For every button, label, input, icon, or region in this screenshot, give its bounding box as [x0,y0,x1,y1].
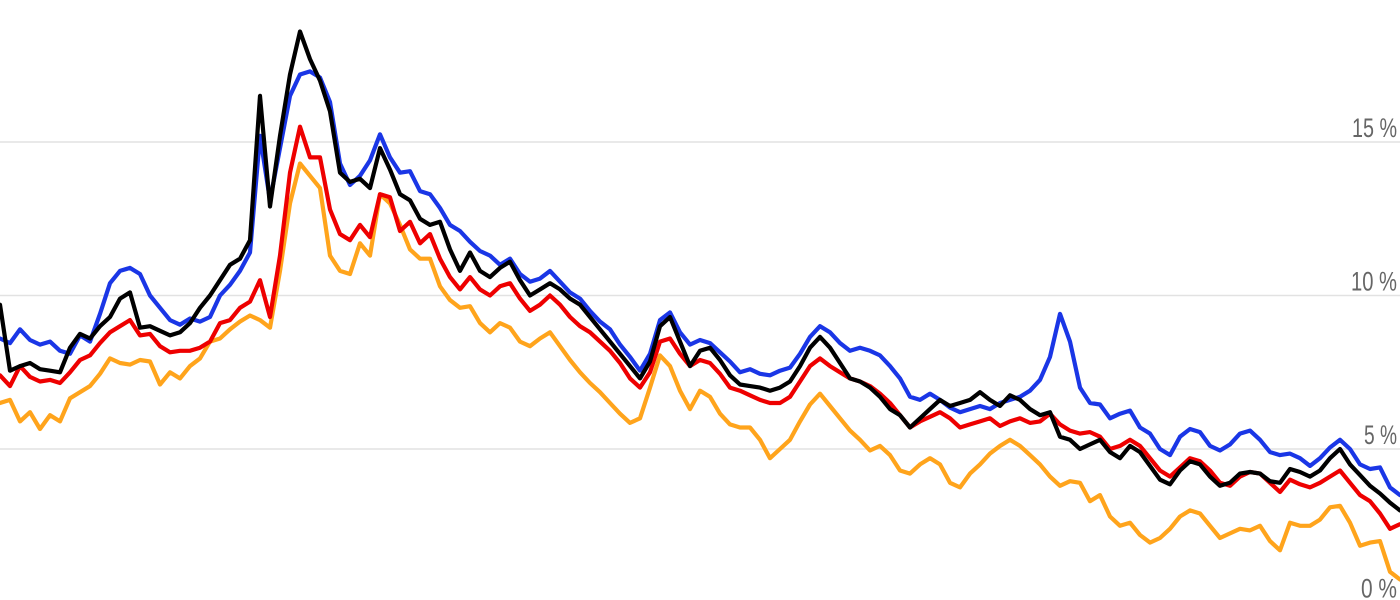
y-tick-label: 15 % [1352,113,1397,143]
series-black-line [0,29,1400,513]
series-orange-line [0,161,1400,582]
y-tick-label: 10 % [1351,267,1397,297]
y-tick-label: 0 % [1361,574,1397,600]
series-red-line [0,124,1400,531]
series-blue-line [0,69,1400,498]
y-tick-label: 5 % [1364,420,1397,450]
